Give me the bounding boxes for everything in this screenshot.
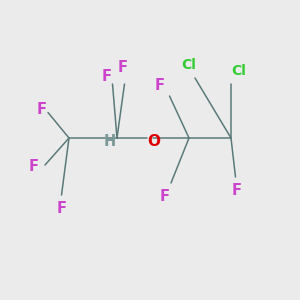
Text: O: O [147,134,160,148]
Text: F: F [160,189,170,204]
Text: F: F [37,102,46,117]
Text: F: F [101,69,112,84]
Text: H: H [103,134,116,148]
Text: F: F [56,201,67,216]
Text: Cl: Cl [231,64,246,78]
Text: F: F [232,183,242,198]
Text: F: F [154,78,164,93]
Text: Cl: Cl [182,58,196,72]
Text: F: F [118,60,128,75]
Text: F: F [29,159,39,174]
